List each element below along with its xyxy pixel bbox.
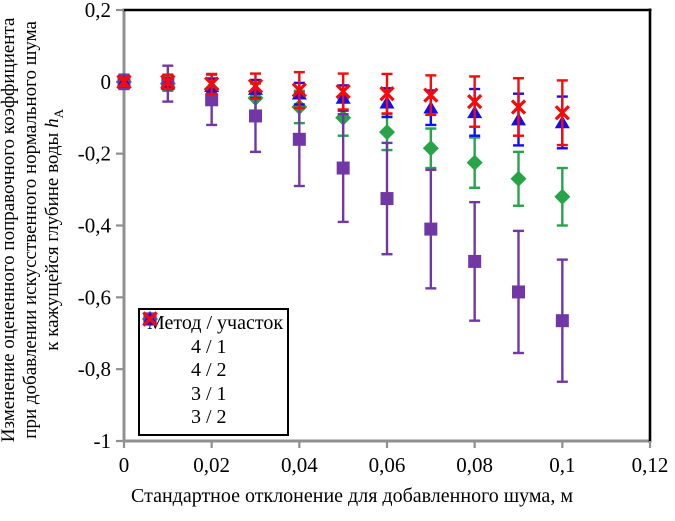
x-axis-title: Стандартное отклонение для добавленного … <box>131 485 573 507</box>
data-point-x <box>335 83 351 100</box>
x-tick-label: 0,1 <box>549 453 575 477</box>
y-axis-title-line2: при добавлении искусственного нормальног… <box>20 21 42 439</box>
data-point-square <box>512 285 525 299</box>
legend-title: Метод / участок <box>147 312 284 334</box>
y-tick-label: -0,6 <box>78 285 111 309</box>
y-axis-title: Изменение оцененного поправочного коэффи… <box>0 13 70 447</box>
legend-item-3-2: 3 / 2 <box>142 311 281 430</box>
data-point-diamond <box>379 124 395 141</box>
data-point-square <box>468 254 482 268</box>
data-point-square <box>336 161 350 175</box>
data-point-x <box>467 93 483 110</box>
data-point-diamond <box>510 170 527 187</box>
y-tick-label: -0,8 <box>78 357 111 381</box>
data-point-x <box>423 87 439 103</box>
data-point-square <box>292 132 306 146</box>
data-point-square <box>205 93 219 107</box>
data-point-x <box>142 311 158 327</box>
data-point-x <box>291 82 307 98</box>
data-point-x <box>116 74 132 90</box>
square-marker-icon <box>143 312 186 379</box>
data-point-diamond <box>422 140 439 157</box>
data-point-square <box>424 222 438 236</box>
data-point-square <box>555 314 569 328</box>
y-axis-title-line1: Изменение оцененного поправочного коэффи… <box>0 17 20 443</box>
x-marker-icon <box>142 311 186 426</box>
data-point-diamond <box>554 188 571 205</box>
legend: Метод / участок 4 / 1 4 / 2 3 / 1 3 / 2 <box>138 308 289 436</box>
triangle-marker-icon <box>142 311 186 403</box>
data-point-x <box>554 105 570 121</box>
y-tick-label: -1 <box>94 429 112 453</box>
data-point-x <box>379 86 395 102</box>
x-tick-label: 0,04 <box>281 453 318 477</box>
legend-item-4-2: 4 / 2 <box>143 312 281 383</box>
data-point-square <box>380 192 394 206</box>
y-tick-label: -0,2 <box>78 142 111 166</box>
data-point-x <box>160 74 176 90</box>
x-tick-label: 0,06 <box>369 453 406 477</box>
data-point-square <box>249 109 262 123</box>
data-point-diamond <box>466 154 483 171</box>
y-tick-label: 0 <box>101 70 112 94</box>
y-axis-title-line3: к кажущейся глубине воды hA <box>42 109 66 351</box>
y-tick-label: 0,2 <box>85 0 111 22</box>
data-point-x <box>247 78 264 94</box>
data-point-x <box>510 99 527 115</box>
x-tick-label: 0,12 <box>632 453 669 477</box>
data-point-x <box>204 76 220 92</box>
legend-item-4-1: 4 / 1 <box>141 310 281 360</box>
depth-symbol: hA <box>42 109 66 128</box>
diamond-marker-icon <box>141 310 186 356</box>
y-tick-label: -0,4 <box>78 214 112 238</box>
legend-item-3-1: 3 / 1 <box>142 311 281 407</box>
x-tick-label: 0,08 <box>456 453 493 477</box>
x-tick-label: 0 <box>119 453 130 477</box>
series-3-2 <box>116 70 570 147</box>
x-tick-label: 0,02 <box>193 453 230 477</box>
